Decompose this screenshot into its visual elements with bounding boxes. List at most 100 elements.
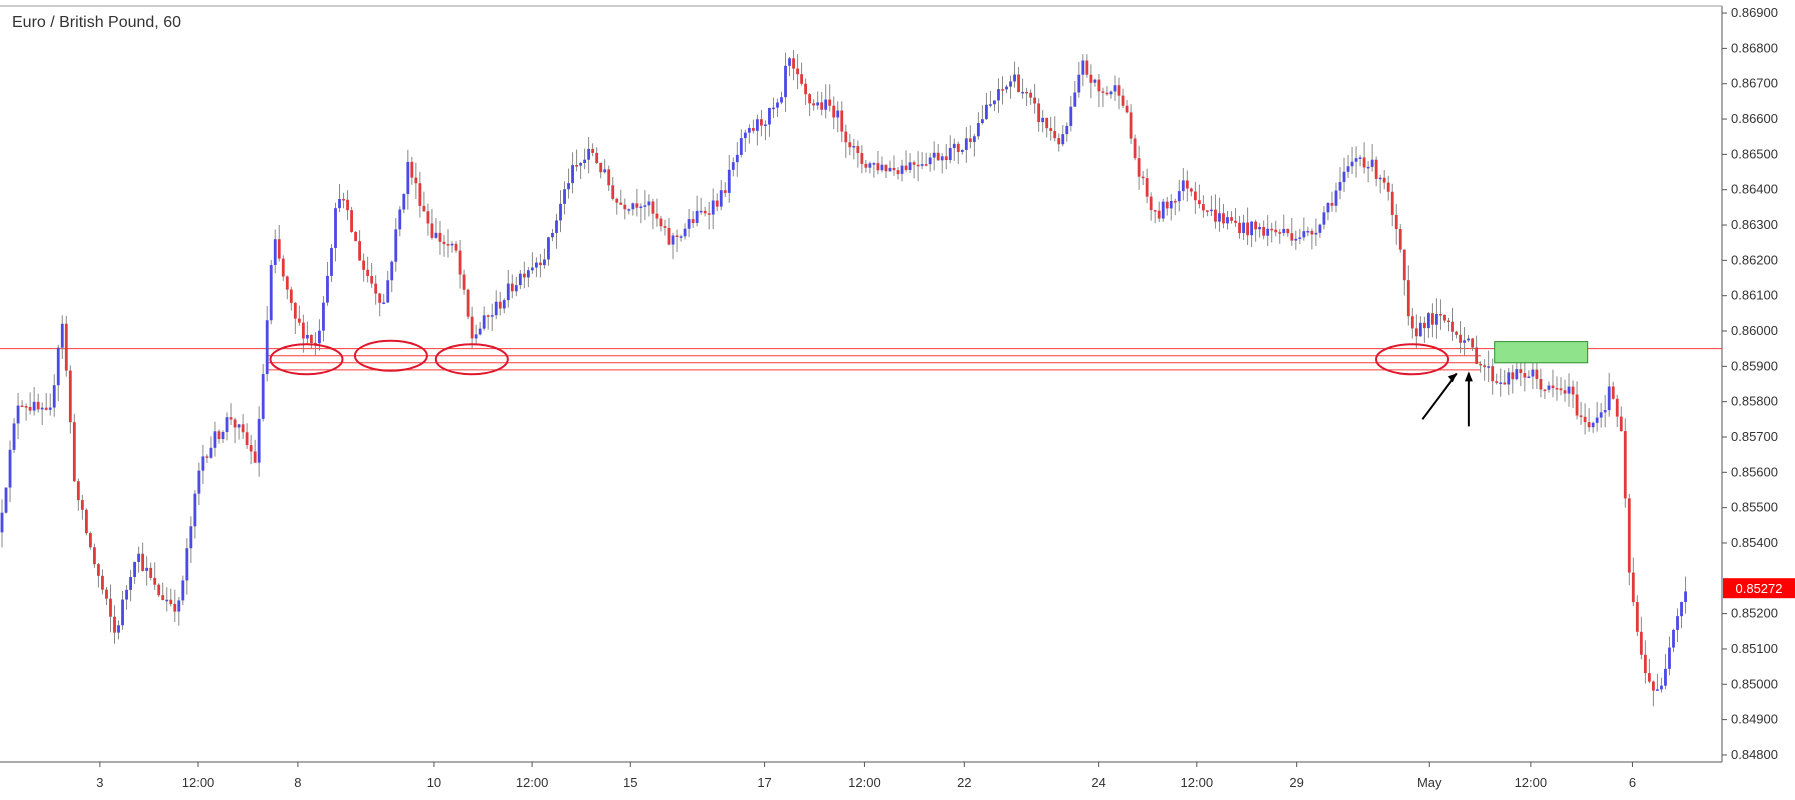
candle-body: [378, 293, 382, 303]
candle-body: [1157, 210, 1161, 219]
x-tick-label: 12:00: [516, 775, 549, 790]
candle-body: [109, 598, 112, 617]
candle-body: [1302, 231, 1306, 238]
candle-body: [1587, 422, 1591, 428]
candle-body: [968, 138, 972, 142]
candle-body: [892, 167, 896, 171]
candle-body: [908, 162, 912, 170]
candle-body: [1169, 200, 1173, 209]
candle-body: [36, 401, 40, 410]
candle-body: [1664, 668, 1667, 686]
candle-body: [1567, 386, 1571, 394]
candle-body: [796, 68, 799, 75]
candle-body: [1479, 363, 1483, 366]
candle-body: [1443, 314, 1446, 321]
candle-body: [1627, 498, 1631, 573]
candle-body: [48, 407, 52, 410]
candle-body: [776, 102, 779, 108]
candle-body: [844, 131, 848, 143]
candle-body: [659, 218, 663, 227]
candle-body: [1314, 232, 1318, 235]
candle-body: [920, 164, 924, 166]
candle-body: [1278, 232, 1282, 234]
candle-body: [595, 152, 599, 163]
candle-body: [80, 500, 84, 510]
candle-body: [1242, 222, 1245, 234]
candle-body: [1643, 654, 1647, 674]
candle-body: [418, 183, 422, 206]
y-tick-label: 0.86800: [1731, 40, 1778, 55]
candle-body: [322, 302, 325, 331]
candle-body: [32, 401, 36, 411]
candle-body: [1326, 202, 1330, 213]
candle-body: [318, 330, 321, 344]
candle-body: [956, 143, 960, 153]
candle-body: [326, 275, 329, 303]
candle-body: [1402, 249, 1406, 281]
candle-body: [1306, 230, 1310, 233]
candle-body: [1185, 180, 1189, 189]
last-price-label: 0.85272: [1736, 581, 1783, 596]
candle-body: [583, 159, 587, 164]
x-tick-label: 10: [427, 775, 441, 790]
candle-body: [478, 328, 482, 335]
candle-body: [1575, 394, 1579, 416]
candle-body: [1069, 106, 1073, 126]
candle-body: [285, 276, 289, 290]
candle-body: [1660, 685, 1663, 690]
candle-body: [1097, 79, 1101, 92]
candle-body: [1531, 369, 1535, 377]
candle-body: [989, 104, 992, 106]
candle-body: [20, 405, 24, 408]
candle-body: [1214, 209, 1217, 222]
candle-body: [683, 228, 687, 237]
candle-body: [1595, 417, 1599, 423]
candle-body: [97, 564, 100, 576]
arrow-diagonal-head: [1447, 373, 1457, 383]
candle-body: [426, 211, 430, 224]
candle-body: [1101, 91, 1105, 93]
candle-body: [1045, 117, 1049, 129]
candle-body: [277, 239, 281, 259]
candle-body: [687, 219, 691, 229]
candle-body: [12, 423, 16, 450]
candle-body: [928, 157, 932, 165]
candle-body: [627, 209, 631, 211]
candle-body: [1077, 74, 1081, 93]
x-tick-label: 29: [1289, 775, 1303, 790]
candle-body: [1105, 92, 1109, 95]
candle-body: [715, 200, 719, 207]
candle-body: [739, 138, 743, 155]
candle-body: [145, 567, 149, 571]
candle-body: [1141, 176, 1145, 179]
candle-body: [386, 280, 390, 303]
candle-body: [1238, 222, 1241, 234]
candle-body: [297, 318, 301, 323]
candle-body: [530, 267, 534, 271]
candle-body: [1177, 191, 1181, 202]
candle-body: [784, 65, 787, 98]
annotation-circle: [353, 339, 428, 372]
candle-body: [643, 205, 647, 207]
candle-body: [848, 142, 852, 148]
x-tick-label: 12:00: [848, 775, 881, 790]
candle-body: [1535, 369, 1539, 379]
candle-body: [265, 320, 269, 375]
candle-body: [836, 110, 840, 118]
x-tick-label: 8: [294, 775, 301, 790]
candle-body: [1607, 386, 1611, 411]
candle-body: [1037, 103, 1041, 123]
candle-body: [165, 599, 169, 602]
candle-body: [121, 599, 124, 626]
candle-body: [960, 149, 964, 153]
candle-body: [876, 163, 880, 171]
candle-body: [237, 424, 241, 428]
candle-body: [1591, 422, 1595, 428]
candle-body: [1571, 386, 1575, 395]
candle-body: [209, 447, 213, 458]
candle-body: [474, 334, 478, 339]
candle-body: [1559, 388, 1563, 391]
candle-body: [350, 210, 353, 233]
candle-body: [1527, 376, 1531, 379]
